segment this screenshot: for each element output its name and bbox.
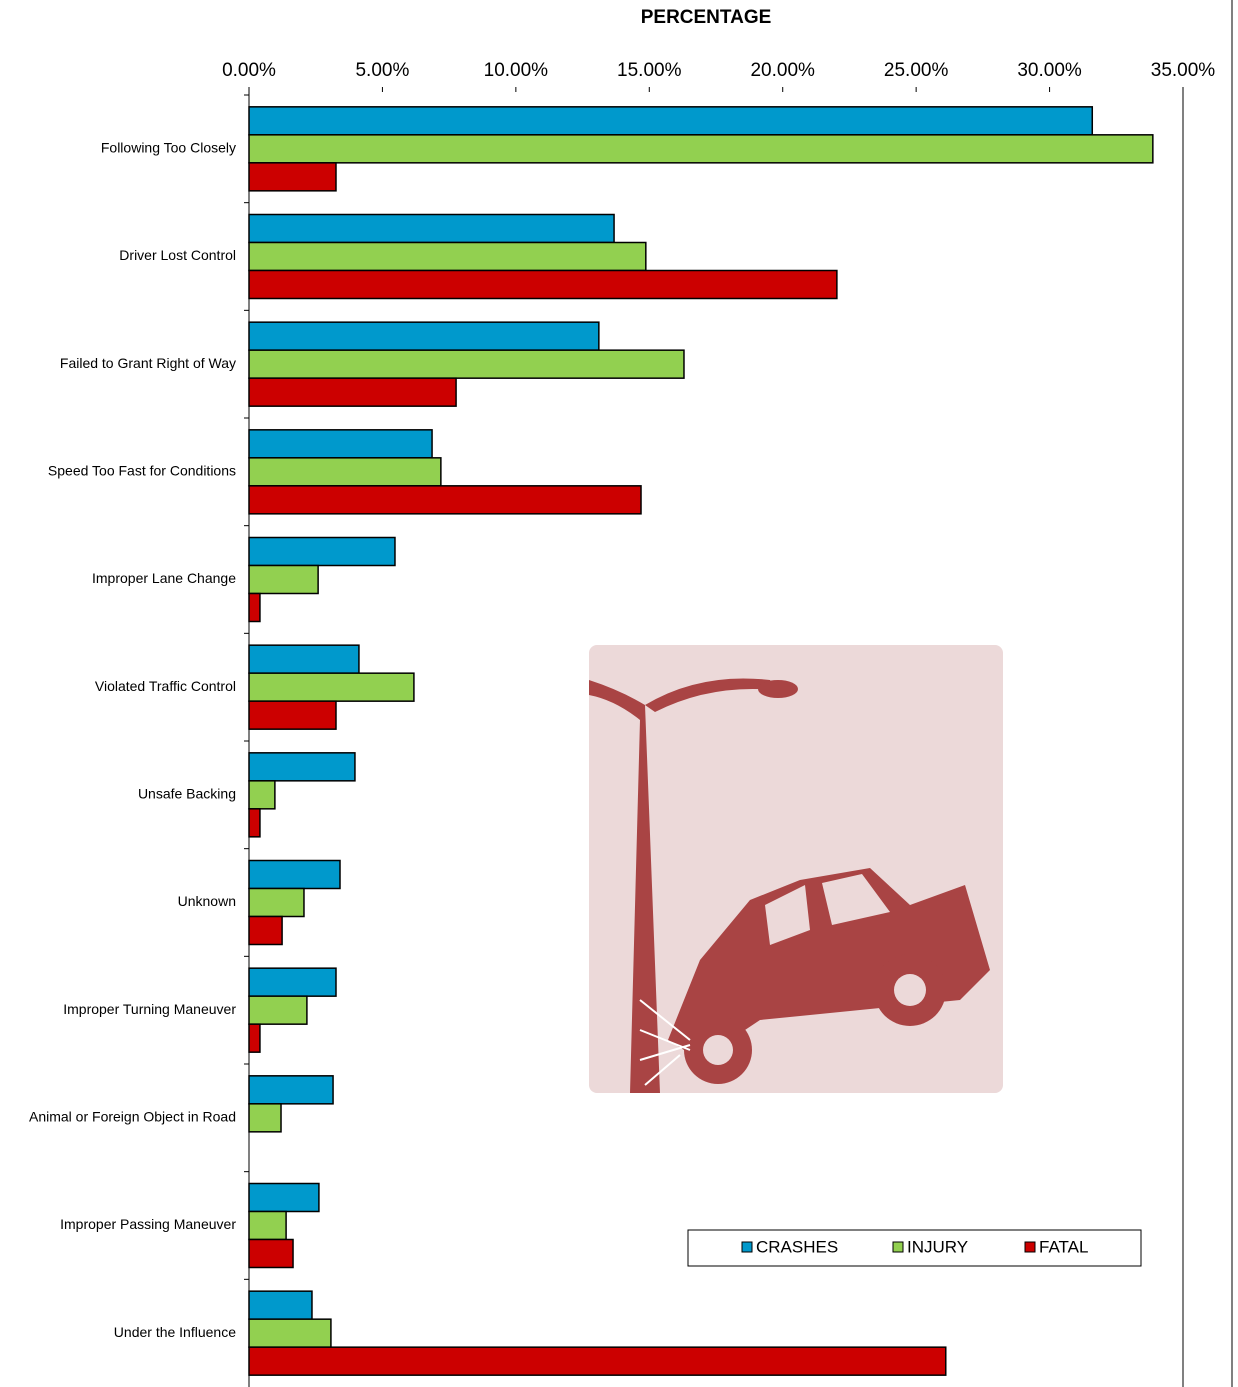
x-tick-label: 30.00% <box>1017 60 1082 81</box>
x-tick-label: 10.00% <box>484 60 549 81</box>
bar <box>248 1290 313 1320</box>
bar <box>248 995 308 1025</box>
bar <box>248 915 283 946</box>
y-tick-label: Animal or Foreign Object in Road <box>29 1109 236 1125</box>
legend-label: INJURY <box>907 1237 968 1256</box>
bar <box>248 1182 320 1213</box>
bar <box>248 1238 294 1269</box>
bar <box>248 1023 261 1053</box>
y-tick-label: Unsafe Backing <box>138 786 236 802</box>
legend-label: FATAL <box>1039 1237 1088 1256</box>
x-tick-label: 25.00% <box>884 60 949 81</box>
x-tick-label: 35.00% <box>1151 60 1216 81</box>
y-tick-label: Following Too Closely <box>101 140 236 156</box>
y-tick-label: Speed Too Fast for Conditions <box>48 463 236 479</box>
bar <box>248 134 1154 164</box>
illustration <box>589 645 1003 1093</box>
bar <box>248 752 356 782</box>
x-tick-label: 15.00% <box>617 60 682 81</box>
x-tick-label: 20.00% <box>750 60 815 81</box>
y-tick-label: Improper Turning Maneuver <box>63 1001 236 1017</box>
bar <box>248 780 276 810</box>
x-tick-label: 5.00% <box>355 60 409 81</box>
legend: CRASHES INJURY FATAL <box>687 1229 1142 1267</box>
bar <box>248 859 341 890</box>
bar <box>248 536 396 567</box>
bar <box>248 887 305 918</box>
bar <box>248 967 337 997</box>
bar <box>248 213 615 244</box>
bar <box>248 808 261 838</box>
bar <box>248 1075 334 1105</box>
bar <box>248 269 838 300</box>
legend-swatch <box>741 1241 753 1253</box>
bar <box>248 644 360 674</box>
bar <box>248 672 415 702</box>
bar <box>248 485 642 515</box>
y-tick-label: Driver Lost Control <box>119 247 236 263</box>
chart-title: PERCENTAGE <box>641 7 772 28</box>
bar <box>248 1210 287 1241</box>
bar <box>248 377 457 407</box>
bar <box>248 700 337 730</box>
bar <box>248 457 442 487</box>
bar <box>248 429 433 459</box>
y-tick-label: Improper Passing Maneuver <box>60 1216 236 1232</box>
bar <box>248 106 1094 136</box>
bar <box>248 1346 947 1376</box>
legend-label: CRASHES <box>756 1237 838 1256</box>
bar <box>248 1318 332 1348</box>
bar <box>248 321 600 351</box>
x-tick-label: 0.00% <box>222 60 276 81</box>
y-tick-label: Violated Traffic Control <box>95 678 236 694</box>
y-tick-label: Unknown <box>178 893 236 909</box>
bar <box>248 1103 282 1133</box>
y-tick-label: Failed to Grant Right of Way <box>60 355 236 371</box>
bar <box>248 349 685 379</box>
bar <box>248 241 647 272</box>
y-tick-label: Under the Influence <box>114 1324 236 1340</box>
bar <box>248 162 337 192</box>
legend-swatch <box>892 1241 904 1253</box>
bar <box>248 592 261 623</box>
y-tick-label: Improper Lane Change <box>92 570 236 586</box>
legend-swatch <box>1024 1241 1036 1253</box>
bar <box>248 564 319 595</box>
